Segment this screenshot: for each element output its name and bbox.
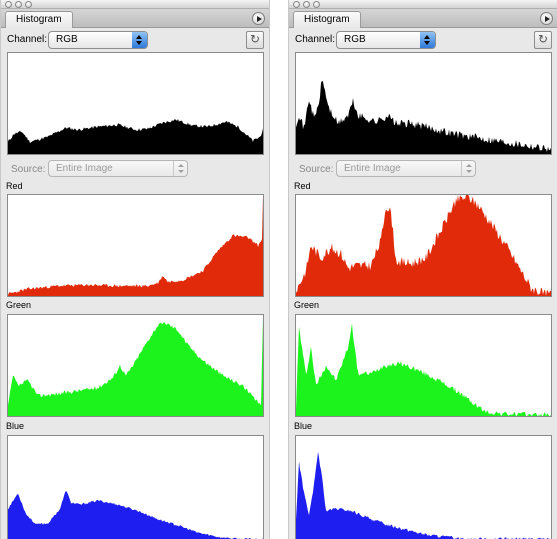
dropdown-arrows-icon xyxy=(173,161,187,176)
histogram-green xyxy=(295,314,552,417)
refresh-icon[interactable] xyxy=(534,31,552,49)
histogram-rgb-area xyxy=(296,80,551,154)
channel-label: Channel: xyxy=(295,34,336,45)
source-label: Source: xyxy=(299,164,334,175)
channel-name-green: Green xyxy=(294,300,320,310)
channel-select-value: RGB xyxy=(56,34,78,45)
histogram-red-area xyxy=(296,195,551,296)
refresh-icon[interactable] xyxy=(246,31,264,49)
panel-menu-arrow-icon[interactable] xyxy=(252,12,265,25)
source-select-value: Entire Image xyxy=(56,163,113,174)
histogram-blue xyxy=(7,435,264,539)
histogram-red xyxy=(7,194,264,297)
tab-histogram[interactable]: Histogram xyxy=(5,11,73,28)
channel-label: Channel: xyxy=(7,34,48,45)
histogram-rgb xyxy=(295,52,552,155)
channel-name-blue: Blue xyxy=(294,421,313,431)
histogram-blue-area xyxy=(8,490,263,539)
tab-strip: Histogram xyxy=(1,9,269,28)
histogram-green xyxy=(7,314,264,417)
dropdown-arrows-icon[interactable] xyxy=(420,32,435,48)
channel-name-red: Red xyxy=(6,181,23,191)
close-window-button[interactable] xyxy=(5,1,12,8)
histogram-panel-left: Histogram Channel: RGB Source: Entire Im… xyxy=(0,0,270,539)
source-select-value: Entire Image xyxy=(344,163,401,174)
histogram-rgb-area xyxy=(8,119,263,154)
histogram-green-area xyxy=(8,318,263,416)
histogram-rgb xyxy=(7,52,264,155)
zoom-window-button[interactable] xyxy=(25,1,32,8)
histogram-red xyxy=(295,194,552,297)
dropdown-arrows-icon[interactable] xyxy=(132,32,147,48)
dropdown-arrows-icon xyxy=(461,161,475,176)
window-titlebar[interactable] xyxy=(1,0,269,9)
tab-strip: Histogram xyxy=(289,9,557,28)
histogram-panel-right: Histogram Channel: RGB Source: Entire Im… xyxy=(288,0,557,539)
channel-name-green: Green xyxy=(6,300,32,310)
tab-histogram[interactable]: Histogram xyxy=(293,11,361,28)
histogram-red-area xyxy=(8,196,263,296)
channel-select[interactable]: RGB xyxy=(48,31,148,49)
channel-select-value: RGB xyxy=(344,34,366,45)
source-select[interactable]: Entire Image xyxy=(48,160,188,177)
close-window-button[interactable] xyxy=(293,1,300,8)
zoom-window-button[interactable] xyxy=(313,1,320,8)
source-label: Source: xyxy=(11,164,46,175)
minimize-window-button[interactable] xyxy=(303,1,310,8)
channel-name-red: Red xyxy=(294,181,311,191)
histogram-blue-area xyxy=(296,451,551,539)
channel-name-blue: Blue xyxy=(6,421,25,431)
window-titlebar[interactable] xyxy=(289,0,557,9)
minimize-window-button[interactable] xyxy=(15,1,22,8)
histogram-blue xyxy=(295,435,552,539)
channel-select[interactable]: RGB xyxy=(336,31,436,49)
histogram-green-area xyxy=(296,323,551,416)
panel-menu-arrow-icon[interactable] xyxy=(540,12,553,25)
source-select[interactable]: Entire Image xyxy=(336,160,476,177)
